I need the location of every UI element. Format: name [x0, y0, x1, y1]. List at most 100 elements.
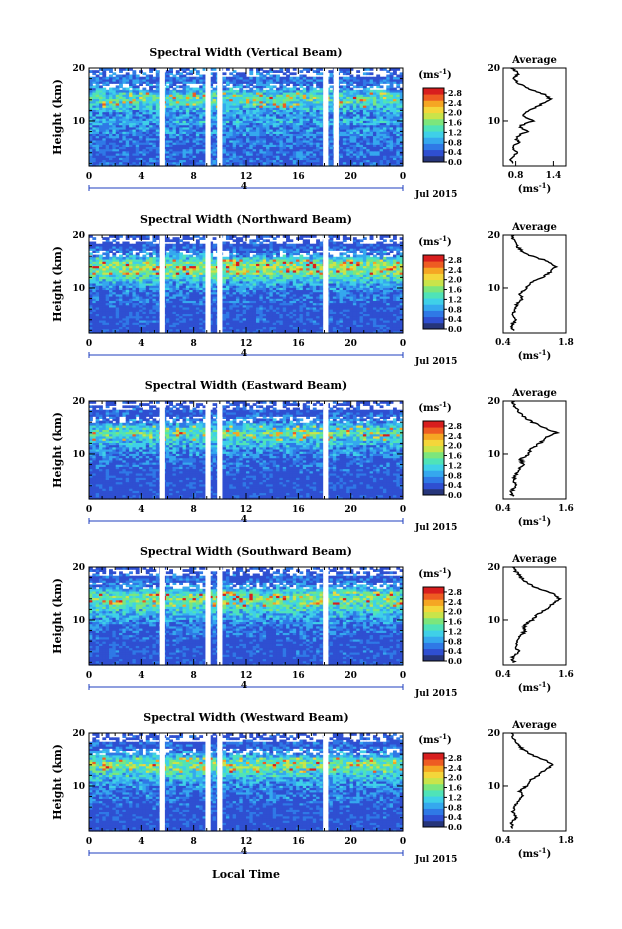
- colorbar-unit-exponent: -1: [439, 67, 447, 76]
- heatmap-cell: [390, 72, 394, 75]
- heatmap-cell: [199, 75, 203, 78]
- heatmap-cell: [269, 85, 273, 88]
- heatmap-cell: [356, 70, 360, 73]
- heatmap-cell: [102, 88, 106, 91]
- heatmap-cell: [119, 90, 123, 93]
- heatmap-cell: [243, 85, 247, 88]
- heatmap-cell: [142, 88, 146, 91]
- heatmap-cell: [229, 77, 233, 80]
- average-y-tick-label: 20: [487, 64, 500, 74]
- heatmap-cell: [146, 90, 150, 93]
- colorbar-tick-label: 1.2: [448, 127, 462, 137]
- heatmap-cell: [132, 70, 136, 73]
- y-axis-label: Height (km): [51, 79, 64, 155]
- heatmap-cell: [373, 77, 377, 80]
- heatmap-cell: [239, 72, 243, 75]
- heatmap-cell: [273, 85, 277, 88]
- heatmap-cell: [263, 90, 267, 93]
- heatmap-cell: [139, 77, 143, 80]
- heatmap-cell: [309, 77, 313, 80]
- heatmap-cell: [99, 77, 103, 80]
- heatmap-cell: [356, 75, 360, 78]
- heatmap-cell: [299, 90, 303, 93]
- colorbar-unit-paren: ): [447, 70, 452, 81]
- heatmap-cell: [116, 75, 120, 78]
- heatmap-cell: [296, 88, 300, 91]
- heatmap-cell: [226, 77, 230, 80]
- heatmap-cell: [396, 90, 400, 93]
- heatmap-cell: [186, 85, 190, 88]
- colorbar-unit-base: (ms: [418, 70, 439, 81]
- heatmap-cell: [383, 90, 387, 93]
- heatmap-cell: [269, 75, 273, 78]
- heatmap-cell: [393, 88, 397, 91]
- heatmap-cell: [176, 85, 180, 88]
- heatmap-cell: [199, 85, 203, 88]
- heatmap-cell: [176, 70, 180, 73]
- heatmap-cell: [256, 77, 260, 80]
- heatmap-cell: [266, 70, 270, 73]
- heatmap-cell: [366, 77, 370, 80]
- data-gap: [217, 68, 222, 166]
- heatmap-cell: [346, 77, 350, 80]
- heatmap-cell: [142, 77, 146, 80]
- heatmap-cell: [253, 85, 257, 88]
- heatmap-cell: [196, 77, 200, 80]
- heatmap-cell: [92, 70, 96, 73]
- colorbar-swatch: [423, 156, 444, 163]
- heatmap-cell: [169, 90, 173, 93]
- average-x-tick-label: 1.4: [546, 171, 562, 181]
- heatmap-cell: [89, 70, 93, 73]
- heatmap-cell: [152, 85, 156, 88]
- heatmap-cell: [293, 72, 297, 75]
- average-y-tick-label: 10: [487, 117, 500, 127]
- heatmap-cell: [246, 90, 250, 93]
- heatmap-cell: [286, 75, 290, 78]
- heatmap-cell: [223, 85, 227, 88]
- average-frame: [503, 68, 566, 166]
- heatmap-cell: [189, 77, 193, 80]
- heatmap-cell: [293, 77, 297, 80]
- heatmap-cell: [106, 90, 110, 93]
- x-tick-label: 0: [400, 172, 406, 182]
- x-tick-label: 16: [292, 172, 305, 182]
- heatmap-cell: [193, 88, 197, 91]
- heatmap: [89, 235, 404, 334]
- colorbar-tick-label: 2.8: [448, 88, 462, 98]
- heatmap-cell: [126, 72, 130, 75]
- colorbar-swatch: [423, 100, 444, 107]
- heatmap-cell: [233, 75, 237, 78]
- colorbar-swatch: [423, 150, 444, 157]
- colorbar-swatch: [423, 94, 444, 101]
- heatmap-cell: [166, 85, 170, 88]
- heatmap-cell: [146, 75, 150, 78]
- data-gap: [160, 68, 165, 166]
- heatmap-cell: [373, 90, 377, 93]
- average-x-label-paren: ): [547, 184, 552, 195]
- heatmap-cell: [383, 77, 387, 80]
- heatmap-cell: [193, 77, 197, 80]
- heatmap-cell: [142, 72, 146, 75]
- heatmap-cell: [236, 90, 240, 93]
- colorbar-tick-label: 0.0: [448, 157, 462, 167]
- x-tick-label: 4: [138, 172, 144, 182]
- heatmap-cell: [233, 90, 237, 93]
- heatmap-cell: [176, 77, 180, 80]
- heatmap-cell: [266, 90, 270, 93]
- heatmap-cell: [96, 70, 100, 73]
- heatmap-cell: [396, 75, 400, 78]
- heatmap-cell: [179, 85, 183, 88]
- x-tick-label: 12: [240, 172, 253, 182]
- colorbar-tick-label: 1.6: [448, 118, 462, 128]
- date-label: Jul 2015: [414, 190, 457, 200]
- heatmap-cell: [106, 77, 110, 80]
- colorbar-swatch: [423, 88, 444, 95]
- heatmap-cell: [353, 90, 357, 93]
- heatmap-cell: [236, 72, 240, 75]
- heatmap-cell: [96, 75, 100, 78]
- heatmap-cell: [92, 85, 96, 88]
- heatmap-cell: [319, 77, 323, 80]
- heatmap-cell: [119, 75, 123, 78]
- heatmap-cell: [363, 72, 367, 75]
